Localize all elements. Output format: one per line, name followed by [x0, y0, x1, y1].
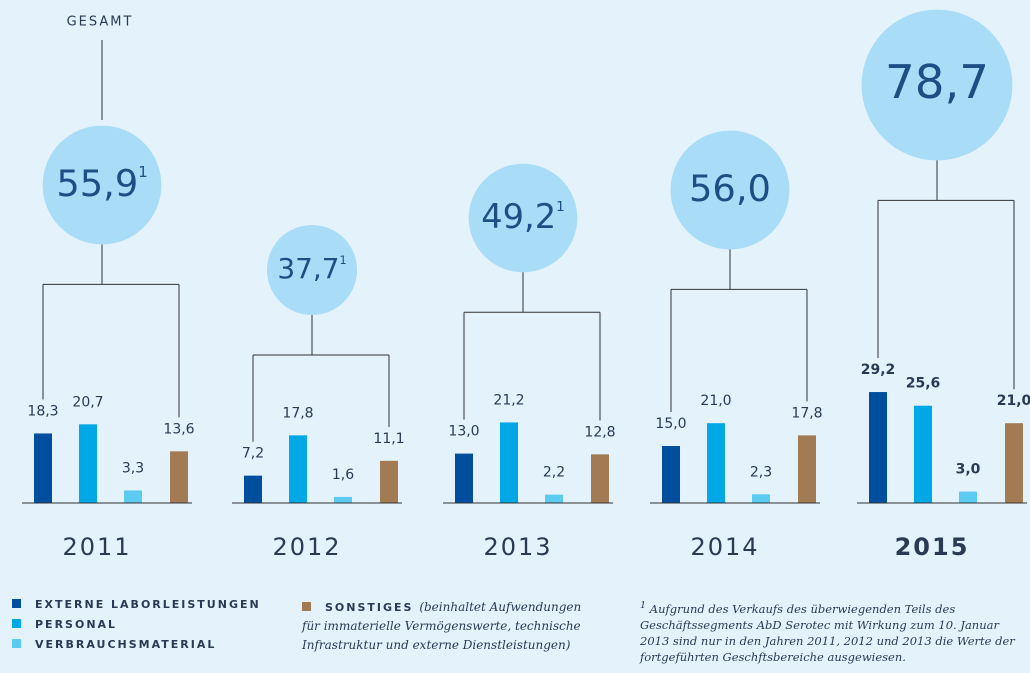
bar	[124, 490, 142, 503]
bar	[455, 453, 473, 503]
bar	[79, 424, 97, 503]
value-label: 3,3	[122, 460, 144, 476]
bar	[244, 475, 262, 503]
legend-swatch	[12, 619, 21, 628]
bar	[869, 392, 887, 503]
total-value: 49,2	[481, 197, 556, 236]
legend-label: EXTERNE LABORLEISTUNGEN	[35, 598, 261, 611]
value-label: 12,8	[584, 424, 615, 440]
total-label: 56,0	[689, 167, 771, 210]
total-note: 1	[556, 199, 565, 215]
total-note: 1	[339, 254, 346, 267]
value-label: 21,0	[997, 393, 1030, 409]
value-label: 2,2	[543, 465, 565, 481]
bar	[959, 491, 977, 503]
value-label: 29,2	[861, 362, 896, 378]
total-label: 49,21	[481, 197, 565, 236]
bar	[798, 435, 816, 503]
total-heading: GESAMT	[67, 15, 134, 30]
value-label: 2,3	[750, 464, 772, 480]
value-label: 13,0	[448, 424, 479, 440]
total-circle	[266, 224, 358, 316]
value-label: 21,0	[700, 393, 731, 409]
legend-label: PERSONAL	[35, 618, 118, 631]
footnote: 1 Aufgrund des Verkaufs des überwiegende…	[640, 598, 1025, 665]
legend-label: VERBRAUCHSMATERIAL	[35, 638, 217, 651]
legend-entry: VERBRAUCHSMATERIAL	[12, 638, 216, 651]
value-label: 11,1	[373, 431, 404, 447]
value-label: 25,6	[906, 376, 941, 392]
legend-description: (beinhaltet Aufwendungen für immateriell…	[302, 600, 582, 652]
value-label: 17,8	[791, 405, 822, 421]
total-value: 56,0	[689, 167, 771, 210]
total-label: 78,7	[885, 56, 989, 110]
chart: GESAMT 55,9118,320,73,313,6201137,717,21…	[22, 9, 1030, 561]
bar	[545, 494, 563, 503]
value-label: 13,6	[163, 421, 194, 437]
bar	[380, 460, 398, 503]
value-label: 3,0	[956, 462, 981, 478]
legend-entry: PERSONAL	[12, 618, 117, 631]
bar	[752, 494, 770, 503]
year-label: 2011	[62, 533, 131, 561]
total-circle	[861, 9, 1013, 161]
value-label: 15,0	[655, 416, 686, 432]
total-value: 55,9	[56, 162, 138, 205]
total-note: 1	[138, 164, 147, 181]
total-value: 37,7	[277, 252, 339, 285]
legend-swatch	[12, 639, 21, 648]
value-label: 7,2	[242, 446, 264, 462]
total-label: 37,71	[277, 252, 346, 285]
footnote-mark: 1	[640, 600, 647, 611]
bar	[914, 405, 932, 503]
legend-entry: SONSTIGES (beinhaltet Aufwendungen für i…	[302, 598, 592, 655]
total-circle	[468, 163, 578, 273]
legend-entry: EXTERNE LABORLEISTUNGEN	[12, 598, 261, 611]
total-circle	[42, 125, 162, 245]
bar	[289, 435, 307, 503]
legend-swatch	[12, 599, 21, 608]
bar	[591, 454, 609, 503]
bar	[1005, 423, 1023, 503]
bar	[170, 451, 188, 503]
value-label: 20,7	[72, 394, 103, 410]
bar	[500, 422, 518, 503]
legend-swatch	[302, 602, 311, 611]
year-label: 2012	[272, 533, 341, 561]
value-label: 1,6	[332, 467, 354, 483]
value-label: 17,8	[282, 405, 313, 421]
footnote-text: Aufgrund des Verkaufs des überwiegenden …	[640, 601, 1015, 664]
bar	[334, 496, 352, 503]
year-label: 2015	[895, 533, 970, 561]
bar	[662, 446, 680, 503]
total-label: 55,91	[56, 162, 147, 205]
total-circle	[670, 130, 790, 250]
bar	[34, 433, 52, 503]
year-label: 2013	[483, 533, 552, 561]
legend-label: SONSTIGES	[325, 601, 414, 614]
total-value: 78,7	[885, 56, 989, 110]
year-label: 2014	[690, 533, 759, 561]
value-label: 18,3	[27, 403, 58, 419]
bar	[707, 423, 725, 503]
value-label: 21,2	[493, 392, 524, 408]
